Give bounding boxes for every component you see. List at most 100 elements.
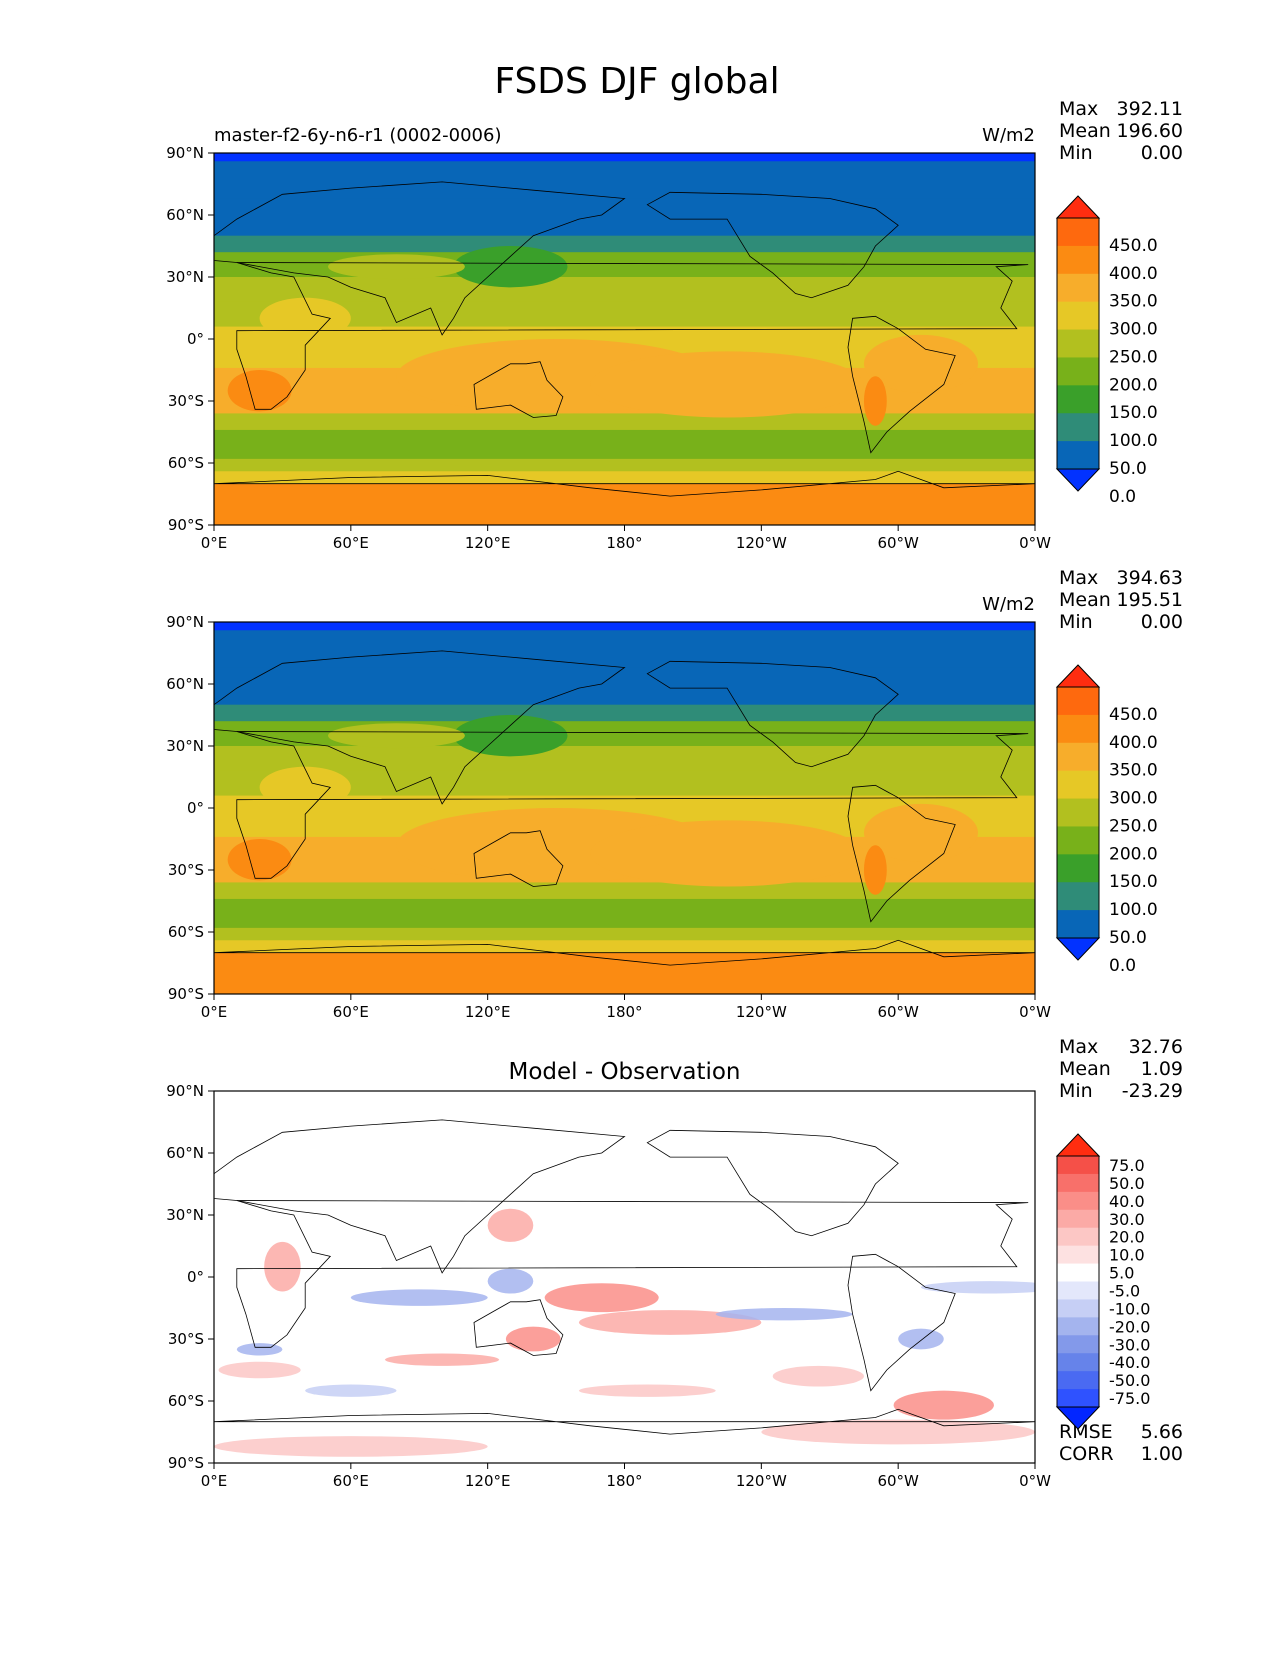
field-band: [214, 153, 1035, 162]
corr-label: CORR: [1059, 1443, 1114, 1465]
coastline: [214, 181, 626, 336]
lon-tick-label: 0°E: [201, 1472, 228, 1490]
coastline: [646, 660, 899, 768]
figure-title: FSDS DJF global: [494, 61, 779, 102]
stat-label: Min: [1059, 611, 1093, 633]
panel-1: 90°N 60°N 30°N 0° 30°S 60°S 90°S0°E 60°E 120°E 18…: [166, 98, 1183, 552]
colorbar-tick-label: 150.0: [1109, 403, 1158, 423]
colorbar-tick-label: 5.0: [1109, 1264, 1134, 1283]
diff-region: [487, 1208, 534, 1242]
field-band: [214, 898, 1035, 929]
colorbar-segment: [1057, 714, 1099, 744]
diff-region: [305, 1384, 397, 1397]
map-area: [214, 622, 1035, 994]
colorbar-segment: [1057, 1191, 1099, 1211]
stat-value: 1.09: [1141, 1058, 1183, 1080]
colorbar-segment: [1057, 826, 1099, 855]
coastline: [847, 784, 956, 923]
colorbar-segment: [1057, 329, 1099, 358]
field-band: [214, 161, 1035, 199]
colorbar-tick-label: 100.0: [1109, 431, 1158, 451]
field-band: [214, 458, 1035, 472]
coastline: [473, 361, 564, 418]
lat-tick-label: 60°N: [166, 206, 204, 224]
field-region: [590, 351, 864, 418]
field-region: [453, 245, 568, 288]
lon-tick-label: 60°E: [333, 1003, 369, 1021]
diff-region: [544, 1283, 659, 1313]
lon-tick-label: 60°E: [333, 1472, 369, 1490]
colorbar-segment: [1057, 910, 1099, 939]
field-region: [227, 839, 292, 881]
colorbar-segment: [1057, 1227, 1099, 1247]
stat-label: Min: [1059, 142, 1093, 164]
field-band: [214, 235, 1035, 253]
colorbar-tick-label: 10.0: [1109, 1246, 1145, 1265]
diff-region: [214, 1436, 488, 1457]
coastline: [236, 262, 1029, 410]
lon-tick-label: 60°W: [877, 1003, 919, 1021]
panel-title: Model - Observation: [508, 1059, 740, 1085]
diff-region: [772, 1365, 864, 1387]
colorbar-segment: [1057, 1335, 1099, 1354]
colorbar-segment: [1057, 770, 1099, 800]
colorbar-tick-label: 50.0: [1109, 1174, 1145, 1193]
diff-region: [920, 1281, 1035, 1294]
lon-tick-label: 0°W: [1019, 1003, 1051, 1021]
field-band: [214, 630, 1035, 668]
lat-tick-label: 30°S: [168, 861, 204, 879]
stat-value: 32.76: [1129, 1036, 1183, 1058]
colorbar-tick-label: 400.0: [1109, 264, 1158, 284]
colorbar-max-extend: [1055, 1133, 1101, 1157]
field-band: [214, 198, 1035, 237]
field-region: [863, 334, 978, 393]
stat-label: Max: [1059, 567, 1098, 589]
field-region: [863, 845, 887, 895]
lat-tick-label: 60°S: [168, 923, 204, 941]
colorbar-segment: [1057, 1209, 1099, 1229]
field-band: [214, 667, 1035, 706]
colorbar-segment: [1057, 1371, 1099, 1390]
colorbar-tick-label: 0.0: [1109, 487, 1136, 507]
stat-value: 196.60: [1117, 120, 1183, 142]
lat-tick-label: 90°S: [168, 985, 204, 1003]
coastline: [214, 470, 1035, 497]
field-band: [214, 483, 1035, 525]
lon-tick-label: 120°W: [736, 1003, 787, 1021]
lon-tick-label: 180°: [606, 1003, 642, 1021]
field-region: [328, 723, 465, 749]
panel-units: W/m2: [982, 594, 1035, 615]
lat-tick-label: 60°N: [166, 675, 204, 693]
panel-3: 90°N 60°N 30°N 0° 30°S 60°S 90°S0°E 60°E 120°E 18…: [166, 1036, 1183, 1490]
field-band: [214, 326, 1035, 348]
coastline: [847, 1253, 956, 1392]
field-band: [214, 940, 1035, 954]
colorbar-tick-label: 75.0: [1109, 1156, 1145, 1175]
lon-tick-label: 180°: [606, 534, 642, 552]
colorbar-tick-label: -50.0: [1109, 1371, 1150, 1390]
colorbar-segment: [1057, 385, 1099, 414]
lon-tick-label: 60°W: [877, 1472, 919, 1490]
lat-tick-label: 30°N: [166, 1206, 204, 1224]
field-region: [863, 376, 887, 426]
colorbar-segment: [1057, 1156, 1099, 1175]
field-band: [214, 429, 1035, 460]
coastline: [214, 1119, 626, 1274]
stat-label: Mean: [1059, 589, 1111, 611]
colorbar-tick-label: 50.0: [1109, 928, 1147, 948]
colorbar-tick-label: 400.0: [1109, 733, 1158, 753]
lat-tick-label: 0°: [187, 330, 204, 348]
colorbar-frame: [1056, 1155, 1100, 1408]
colorbar-frame: [1056, 686, 1100, 939]
field-band: [214, 704, 1035, 722]
map-area: [214, 153, 1035, 525]
stat-label: Mean: [1059, 1058, 1111, 1080]
lon-tick-label: 120°E: [465, 1003, 511, 1021]
lon-tick-label: 120°E: [465, 534, 511, 552]
lat-tick-label: 90°S: [168, 516, 204, 534]
lon-tick-label: 180°: [606, 1472, 642, 1490]
diff-region: [578, 1384, 716, 1397]
colorbar-tick-label: 450.0: [1109, 236, 1158, 256]
stat-label: Mean: [1059, 120, 1111, 142]
colorbar-segment: [1057, 1281, 1099, 1300]
